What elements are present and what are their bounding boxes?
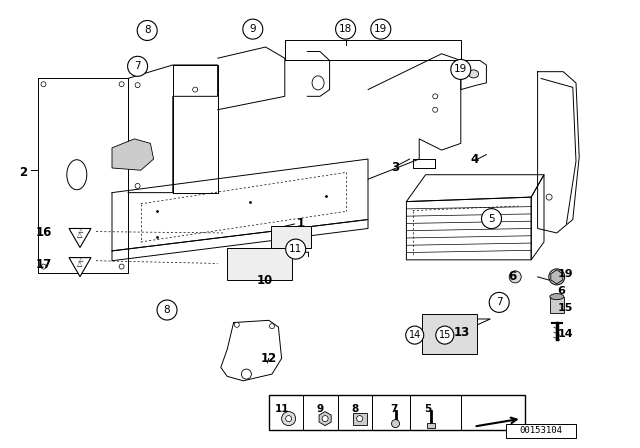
Circle shape (41, 264, 46, 269)
Circle shape (234, 322, 239, 327)
Text: 16: 16 (35, 226, 52, 240)
Circle shape (285, 416, 292, 422)
Text: 7: 7 (496, 297, 502, 307)
Circle shape (546, 194, 552, 200)
Text: 14: 14 (557, 329, 573, 339)
Ellipse shape (468, 70, 479, 78)
Polygon shape (319, 412, 331, 426)
Text: 5: 5 (424, 404, 431, 414)
Bar (269, 395, 525, 430)
Text: 18: 18 (339, 24, 352, 34)
Text: 10: 10 (256, 273, 273, 287)
Circle shape (548, 269, 564, 285)
Text: 5: 5 (488, 214, 495, 224)
Circle shape (157, 300, 177, 320)
Text: 00153104: 00153104 (519, 426, 562, 435)
Circle shape (322, 416, 328, 422)
Polygon shape (69, 258, 91, 277)
Polygon shape (551, 270, 563, 284)
Polygon shape (112, 139, 154, 170)
Text: 14: 14 (408, 330, 421, 340)
Text: 19: 19 (374, 24, 387, 34)
Bar (227, 248, 292, 280)
Text: 6: 6 (557, 286, 565, 296)
Bar (422, 314, 477, 354)
Circle shape (127, 56, 148, 76)
Text: 8: 8 (144, 26, 150, 35)
Text: 13: 13 (454, 326, 470, 339)
Text: 2: 2 (19, 166, 27, 179)
Circle shape (433, 94, 438, 99)
Polygon shape (69, 228, 91, 248)
Circle shape (335, 19, 356, 39)
Text: 3: 3 (392, 160, 399, 174)
Circle shape (433, 107, 438, 112)
Circle shape (356, 416, 363, 422)
Circle shape (509, 271, 521, 283)
Circle shape (119, 82, 124, 87)
Bar (506, 424, 575, 438)
Circle shape (269, 323, 275, 329)
Text: 11: 11 (289, 244, 302, 254)
Ellipse shape (312, 76, 324, 90)
Ellipse shape (67, 160, 87, 190)
Circle shape (282, 412, 296, 426)
Circle shape (285, 239, 306, 259)
Circle shape (137, 21, 157, 40)
Text: △: △ (77, 232, 83, 238)
Ellipse shape (550, 293, 564, 300)
Bar (353, 413, 367, 425)
Text: 8: 8 (351, 404, 359, 414)
Text: 19: 19 (454, 65, 467, 74)
Text: 7: 7 (134, 61, 141, 71)
Bar (271, 226, 311, 249)
Text: △: △ (77, 261, 83, 267)
Bar (427, 422, 435, 427)
Text: 7: 7 (390, 404, 397, 414)
Circle shape (41, 82, 46, 87)
Circle shape (406, 326, 424, 344)
Text: 17: 17 (35, 258, 52, 271)
Circle shape (489, 293, 509, 312)
Text: ⚠: ⚠ (77, 258, 83, 263)
Text: 12: 12 (260, 352, 277, 365)
Text: 9: 9 (316, 404, 324, 414)
Text: 4: 4 (471, 152, 479, 166)
Circle shape (241, 369, 252, 379)
Circle shape (481, 209, 502, 228)
Text: ⚠: ⚠ (77, 229, 83, 234)
Circle shape (371, 19, 391, 39)
Text: 19: 19 (557, 269, 573, 279)
Circle shape (436, 326, 454, 344)
Text: 9: 9 (250, 24, 256, 34)
Circle shape (451, 60, 471, 79)
Text: 1: 1 (297, 216, 305, 230)
Text: 15: 15 (557, 303, 573, 313)
Text: 6: 6 (508, 270, 516, 284)
Bar (550, 297, 564, 313)
Circle shape (243, 19, 263, 39)
Circle shape (193, 87, 198, 92)
Circle shape (135, 183, 140, 189)
Circle shape (392, 420, 399, 427)
Circle shape (135, 82, 140, 88)
Circle shape (119, 264, 124, 269)
Text: 15: 15 (438, 330, 451, 340)
Text: 11: 11 (275, 404, 289, 414)
Text: 8: 8 (164, 305, 170, 315)
